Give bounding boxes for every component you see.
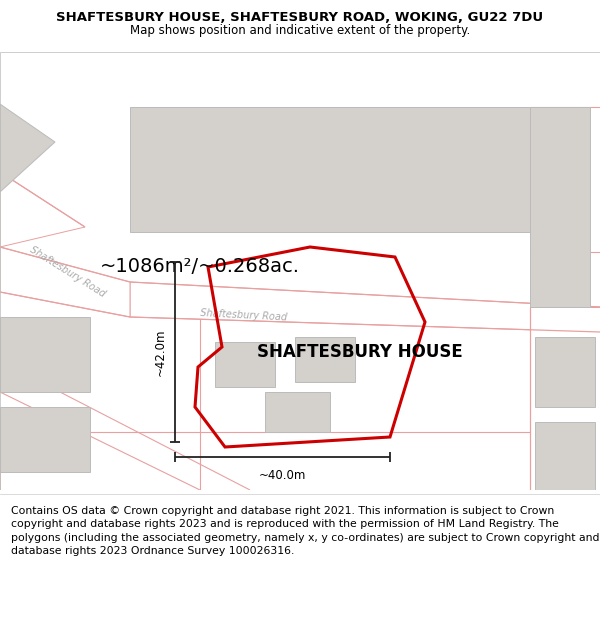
Text: ~42.0m: ~42.0m (154, 328, 167, 376)
Text: Contains OS data © Crown copyright and database right 2021. This information is : Contains OS data © Crown copyright and d… (11, 506, 599, 556)
Polygon shape (530, 307, 600, 490)
Polygon shape (530, 107, 590, 307)
Polygon shape (0, 317, 90, 392)
Polygon shape (295, 337, 355, 382)
Polygon shape (535, 422, 595, 490)
Text: Shaftesbury Road: Shaftesbury Road (28, 245, 107, 299)
Polygon shape (215, 342, 275, 387)
Text: Shaftesbury Road: Shaftesbury Road (200, 308, 287, 322)
Polygon shape (265, 392, 330, 432)
Polygon shape (0, 407, 90, 472)
Polygon shape (0, 432, 530, 490)
Text: SHAFTESBURY HOUSE: SHAFTESBURY HOUSE (257, 343, 463, 361)
Text: ~1086m²/~0.268ac.: ~1086m²/~0.268ac. (100, 258, 300, 276)
Polygon shape (0, 172, 85, 247)
Polygon shape (130, 107, 530, 232)
Polygon shape (0, 104, 55, 192)
Polygon shape (130, 282, 600, 332)
Polygon shape (0, 247, 130, 317)
Polygon shape (535, 337, 595, 407)
Text: Map shows position and indicative extent of the property.: Map shows position and indicative extent… (130, 24, 470, 38)
Text: SHAFTESBURY HOUSE, SHAFTESBURY ROAD, WOKING, GU22 7DU: SHAFTESBURY HOUSE, SHAFTESBURY ROAD, WOK… (56, 11, 544, 24)
Text: ~40.0m: ~40.0m (259, 469, 306, 482)
